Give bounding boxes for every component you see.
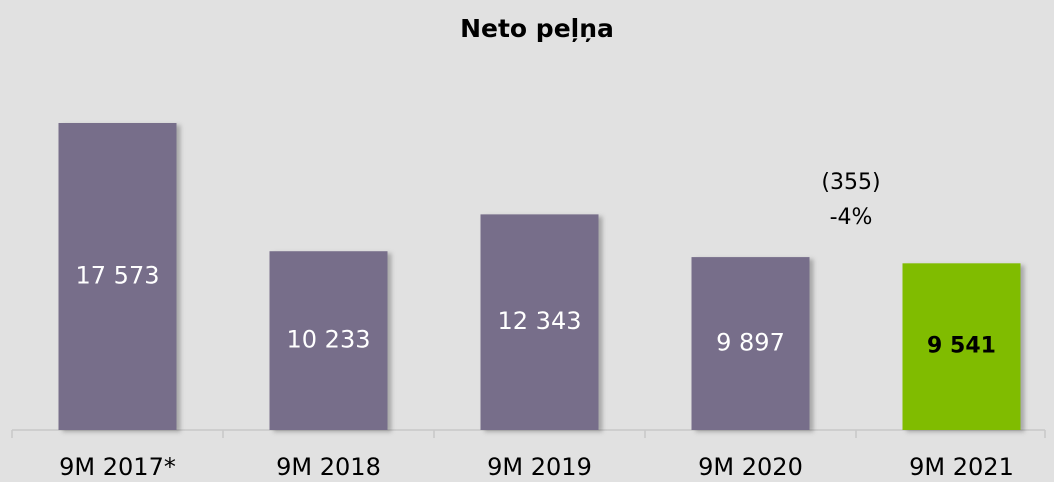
value-label: 9 897 (716, 329, 785, 357)
annotation: (355) (821, 170, 880, 195)
x-tick-label: 9M 2017* (59, 453, 176, 481)
chart-title: Neto peļņa (460, 14, 614, 43)
bar (269, 251, 388, 430)
x-tick-label: 9M 2019 (487, 453, 592, 481)
x-tick-label: 9M 2018 (276, 453, 381, 481)
value-label: 9 541 (927, 334, 996, 359)
value-label: 12 343 (498, 307, 582, 335)
value-label: 10 233 (287, 326, 371, 354)
x-tick-label: 9M 2020 (698, 453, 803, 481)
bar (58, 122, 177, 430)
bar (691, 257, 810, 430)
value-label: 17 573 (76, 261, 160, 289)
bar (480, 214, 599, 430)
annotation: -4% (830, 205, 873, 230)
x-tick-label: 9M 2021 (909, 453, 1014, 481)
bar (902, 263, 1021, 430)
